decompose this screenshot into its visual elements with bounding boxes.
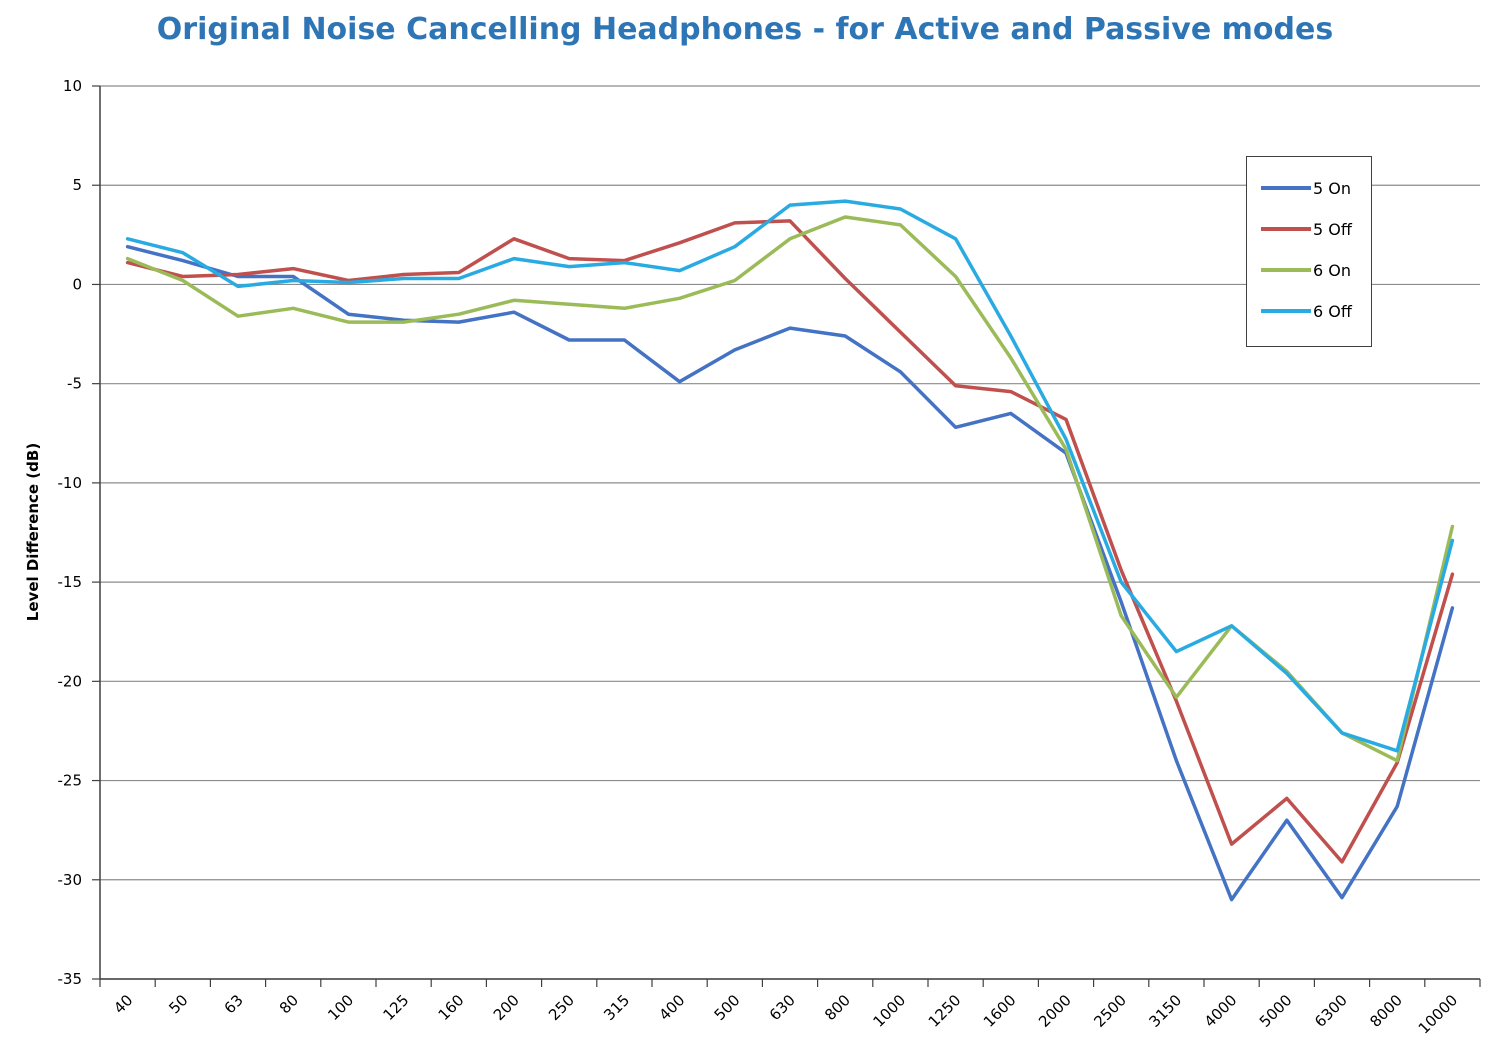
legend-swatch <box>1261 309 1311 313</box>
y-tick-label: -10 <box>58 474 83 492</box>
y-tick-label: -30 <box>58 871 83 889</box>
legend: 5 On 5 Off 6 On 6 Off <box>1246 156 1372 347</box>
x-tick-label: 5000 <box>1256 991 1296 1031</box>
legend-label: 5 Off <box>1313 219 1352 239</box>
x-tick-label: 3150 <box>1145 991 1185 1031</box>
y-tick-labels: 10 5 0 -5 -10 -15 -20 -25 -30 -35 <box>58 77 83 988</box>
x-tick-label: 80 <box>276 991 302 1017</box>
x-tick-label: 1250 <box>925 991 965 1031</box>
x-tick-label: 630 <box>766 991 799 1024</box>
legend-item: 6 Off <box>1261 301 1352 321</box>
x-tick-label: 200 <box>490 991 523 1024</box>
x-tick-label: 8000 <box>1366 991 1406 1031</box>
x-tick-label: 50 <box>165 991 191 1017</box>
series-line-4 <box>125 199 1455 753</box>
chart-title: Original Noise Cancelling Headphones - f… <box>156 12 1334 47</box>
series-lines <box>125 199 1455 902</box>
x-tick-label: 63 <box>221 991 247 1017</box>
y-tick-label: -5 <box>67 375 82 393</box>
x-tick-label: 125 <box>379 991 412 1024</box>
legend-label: 6 On <box>1313 260 1351 280</box>
x-tick-label: 400 <box>655 991 688 1024</box>
x-tick-label: 2500 <box>1090 991 1130 1031</box>
x-tick-label: 40 <box>110 991 136 1017</box>
x-tick-label: 100 <box>324 991 357 1024</box>
legend-label: 6 Off <box>1313 301 1352 321</box>
y-tick-label: -25 <box>58 772 83 790</box>
x-tick-label: 315 <box>600 991 633 1024</box>
x-tick-label: 6300 <box>1311 991 1351 1031</box>
x-tick-label: 1600 <box>980 991 1020 1031</box>
series-line-2 <box>125 219 1455 864</box>
axes <box>92 85 1481 987</box>
legend-item: 5 Off <box>1261 219 1352 239</box>
y-axis-label: Level Difference (dB) <box>24 443 42 621</box>
x-tick-label: 500 <box>711 991 744 1024</box>
x-tick-labels: 40 50 63 80 100 125 160 200 250 315 400 500 630 800 10… <box>110 991 1461 1037</box>
x-tick-label: 4000 <box>1201 991 1241 1031</box>
legend-swatch <box>1261 186 1311 190</box>
series-line-1 <box>125 244 1455 902</box>
y-tick-label: -35 <box>58 970 83 988</box>
y-tick-label: 10 <box>63 77 82 95</box>
y-tick-label: 0 <box>72 275 82 293</box>
y-tick-label: -15 <box>58 573 83 591</box>
x-tick-label: 250 <box>545 991 578 1024</box>
x-tick-label: 10000 <box>1415 991 1461 1037</box>
y-tick-label: 5 <box>72 176 82 194</box>
x-tick-label: 800 <box>821 991 854 1024</box>
x-tick-label: 2000 <box>1035 991 1075 1031</box>
legend-item: 5 On <box>1261 178 1351 198</box>
x-tick-label: 1000 <box>869 991 909 1031</box>
y-tick-label: -20 <box>58 672 83 690</box>
legend-swatch <box>1261 268 1311 272</box>
x-tick-label: 160 <box>435 991 468 1024</box>
legend-swatch <box>1261 227 1311 231</box>
legend-label: 5 On <box>1313 178 1351 198</box>
legend-item: 6 On <box>1261 260 1351 280</box>
